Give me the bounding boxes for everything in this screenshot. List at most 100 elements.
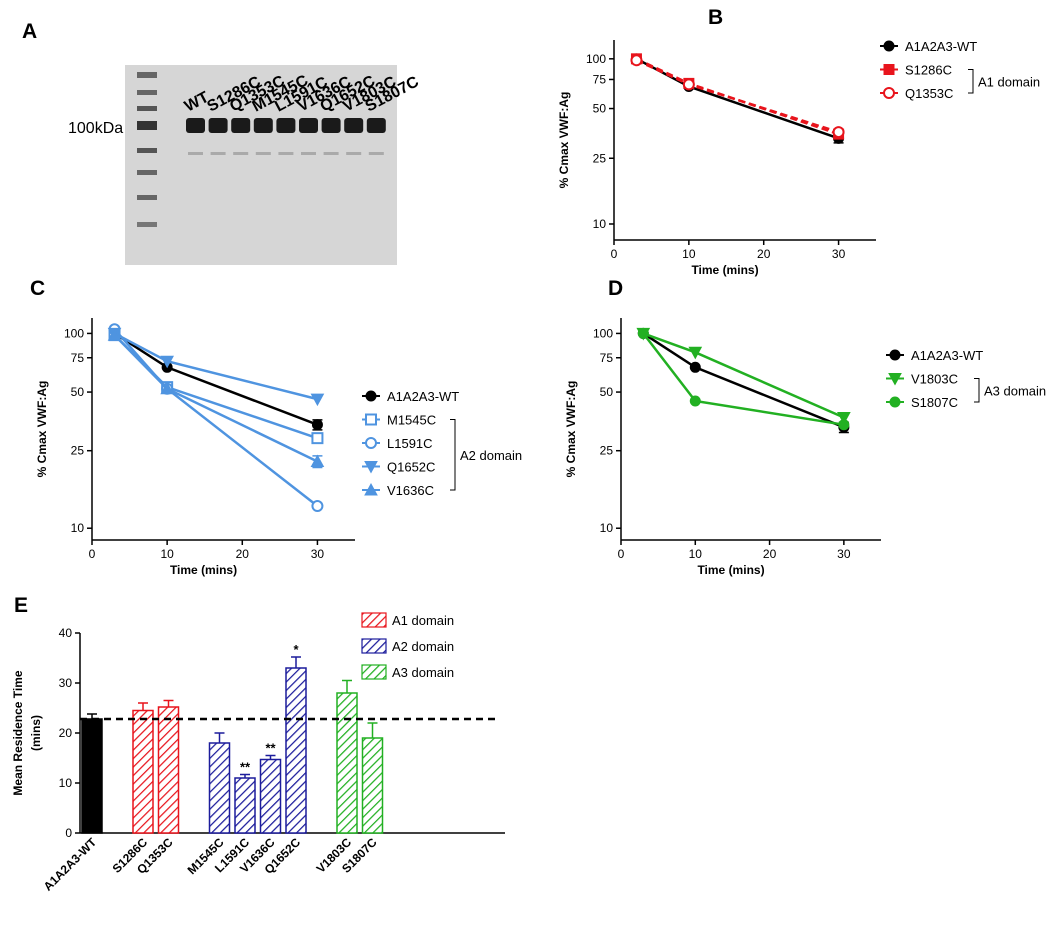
point: [682, 78, 695, 91]
y-tick-label: 50: [593, 102, 607, 116]
y-tick-label: 20: [59, 726, 73, 740]
bracket-label: A2 domain: [460, 448, 522, 463]
point: [689, 395, 701, 407]
y-axis-label: (mins): [29, 715, 43, 751]
point: [107, 328, 122, 341]
panel-label: D: [608, 277, 623, 300]
ladder-band: [137, 195, 157, 200]
ladder-band: [137, 72, 157, 78]
point: [630, 54, 643, 67]
ladder-band: [137, 90, 157, 95]
ladder-band: [137, 121, 157, 130]
y-tick-label: 50: [71, 385, 85, 399]
x-tick-label: 30: [311, 547, 325, 561]
faint-band: [301, 152, 316, 155]
y-tick-label: 100: [64, 326, 84, 340]
y-tick-label: 100: [586, 52, 606, 66]
protein-band: [186, 118, 205, 133]
legend-bracket: [450, 419, 456, 491]
y-tick-label: 25: [593, 151, 607, 165]
panel-label: E: [14, 594, 28, 617]
protein-band: [231, 118, 251, 133]
point: [311, 432, 324, 445]
legend-marker: [883, 40, 895, 52]
x-tick-label: 0: [618, 547, 625, 561]
significance-label: **: [240, 760, 251, 775]
legend-label: V1803C: [911, 372, 958, 387]
gel-panel: A 100kDa: [22, 20, 397, 265]
legend-label: Q1652C: [387, 460, 435, 475]
bracket-label: A1 domain: [978, 74, 1040, 89]
faint-band: [255, 152, 271, 155]
legend-marker: [889, 396, 901, 408]
protein-band: [276, 118, 296, 133]
protein-band: [321, 118, 341, 133]
legend-label: M1545C: [387, 413, 436, 428]
ladder-band: [137, 222, 157, 227]
y-axis-label: % Cmax VWF:Ag: [557, 92, 571, 189]
point: [838, 419, 850, 431]
point: [637, 327, 649, 339]
panel-label: B: [708, 6, 723, 29]
bar: [336, 692, 358, 834]
protein-band: [366, 118, 386, 133]
gel-image: [125, 65, 397, 265]
legend-marker: [365, 413, 377, 426]
legend-marker: [883, 87, 895, 99]
bar: [208, 742, 231, 834]
point: [689, 361, 701, 373]
faint-band: [323, 152, 339, 155]
y-tick-label: 30: [59, 676, 73, 690]
y-tick-label: 100: [593, 326, 613, 340]
legend-marker: [889, 349, 901, 361]
bracket-label: A3 domain: [984, 383, 1046, 398]
y-tick-label: 0: [65, 826, 72, 840]
point: [837, 412, 851, 425]
protein-band: [208, 118, 228, 133]
point: [160, 381, 174, 395]
legend-label: Q1353C: [905, 86, 953, 101]
protein-band: [299, 118, 318, 133]
significance-label: *: [293, 642, 299, 657]
legend-label: S1286C: [905, 63, 952, 78]
y-tick-label: 10: [59, 776, 73, 790]
legend-label: A1A2A3-WT: [387, 389, 459, 404]
panel-label: C: [30, 277, 45, 300]
faint-band: [210, 152, 226, 155]
point: [310, 393, 325, 407]
y-axis-label: Mean Residence Time: [11, 670, 25, 795]
y-tick-label: 25: [71, 444, 85, 458]
point: [832, 126, 845, 139]
x-tick-label: 10: [160, 547, 174, 561]
y-tick-label: 50: [600, 385, 614, 399]
bar: [132, 709, 154, 834]
protein-band: [253, 118, 273, 133]
point: [688, 346, 703, 360]
legend-marker: [888, 373, 902, 386]
point: [311, 500, 324, 513]
error-bar: [163, 699, 174, 707]
panel-label: A: [22, 20, 37, 43]
x-axis-label: Time (mins): [691, 263, 758, 277]
faint-band: [233, 152, 249, 155]
x-tick-label: 0: [611, 247, 618, 261]
legend-label: V1636C: [387, 483, 434, 498]
faint-band: [368, 152, 384, 155]
y-tick-label: 10: [593, 217, 607, 231]
legend-marker: [883, 64, 895, 75]
legend-marker: [364, 482, 378, 496]
x-tick-label: 10: [682, 247, 696, 261]
protein-band: [344, 118, 364, 133]
legend-label: A1A2A3-WT: [911, 348, 983, 363]
y-tick-label: 10: [71, 521, 85, 535]
legend-label: S1807C: [911, 395, 958, 410]
bar: [361, 737, 384, 834]
legend-swatch: [361, 664, 387, 680]
y-tick-label: 75: [71, 351, 85, 365]
y-tick-label: 75: [593, 72, 607, 86]
legend-label: A1 domain: [392, 613, 454, 628]
legend-label: L1591C: [387, 436, 433, 451]
error-bar: [342, 679, 352, 693]
error-bar: [265, 754, 276, 760]
